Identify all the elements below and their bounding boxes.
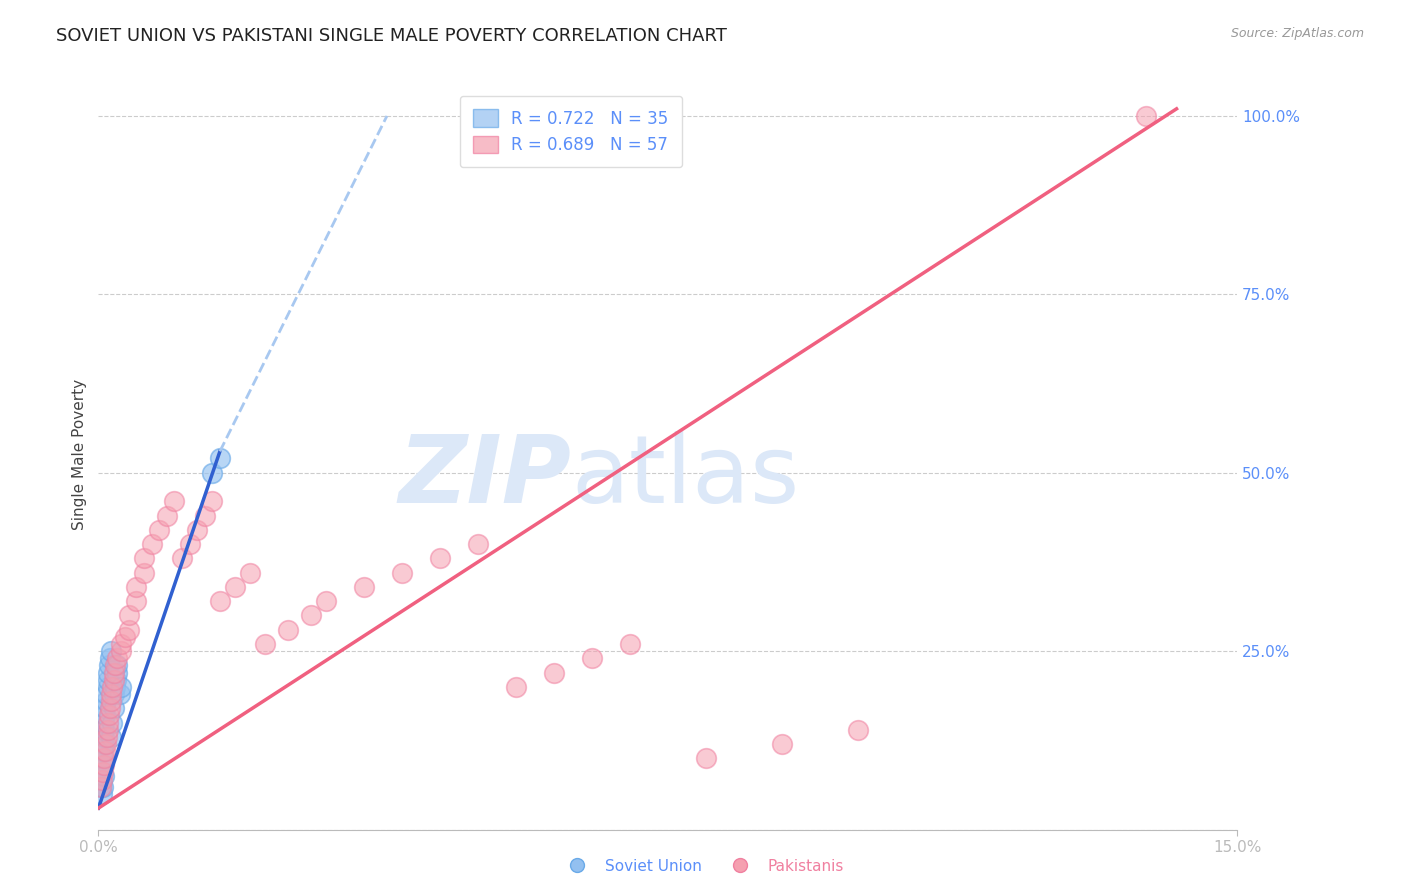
Point — [94, 737, 117, 751]
Point — [695, 751, 717, 765]
Text: ZIP: ZIP — [398, 432, 571, 524]
Point — [93, 730, 115, 744]
Point — [100, 730, 122, 744]
Point — [110, 637, 132, 651]
Point — [208, 451, 231, 466]
Point — [96, 673, 118, 687]
Point — [100, 687, 122, 701]
Point — [93, 737, 115, 751]
Point — [118, 623, 141, 637]
Point — [467, 537, 489, 551]
Point — [100, 694, 122, 708]
Point — [107, 658, 129, 673]
Point — [94, 701, 117, 715]
Point — [132, 551, 155, 566]
Point — [254, 637, 277, 651]
Point — [105, 665, 128, 680]
Point — [101, 715, 124, 730]
Point — [96, 680, 118, 694]
Point — [299, 608, 322, 623]
Point — [201, 466, 224, 480]
Y-axis label: Single Male Poverty: Single Male Poverty — [72, 379, 87, 531]
Point — [315, 594, 337, 608]
Point — [103, 665, 125, 680]
Point — [90, 780, 112, 794]
Point — [98, 708, 121, 723]
Point — [104, 658, 127, 673]
Legend: Soviet Union, Pakistanis: Soviet Union, Pakistanis — [555, 853, 851, 880]
Point — [391, 566, 413, 580]
Point — [277, 623, 299, 637]
Point — [93, 758, 115, 772]
Point — [94, 687, 117, 701]
Text: Source: ZipAtlas.com: Source: ZipAtlas.com — [1230, 27, 1364, 40]
Point — [91, 780, 114, 794]
Point — [90, 772, 112, 787]
Point — [179, 537, 201, 551]
Point — [91, 765, 114, 780]
Point — [239, 566, 262, 580]
Point — [527, 109, 550, 123]
Point — [96, 730, 118, 744]
Point — [581, 651, 603, 665]
Point — [91, 751, 114, 765]
Point — [94, 694, 117, 708]
Point — [103, 687, 125, 701]
Point — [170, 551, 193, 566]
Point — [846, 723, 869, 737]
Point — [94, 744, 117, 758]
Point — [224, 580, 246, 594]
Point — [96, 723, 118, 737]
Point — [108, 687, 131, 701]
Point — [98, 651, 121, 665]
Point — [141, 537, 163, 551]
Point — [91, 744, 114, 758]
Point — [103, 701, 125, 715]
Point — [100, 644, 122, 658]
Point — [208, 594, 231, 608]
Point — [93, 723, 115, 737]
Text: SOVIET UNION VS PAKISTANI SINGLE MALE POVERTY CORRELATION CHART: SOVIET UNION VS PAKISTANI SINGLE MALE PO… — [56, 27, 727, 45]
Point — [429, 551, 451, 566]
Point — [770, 737, 793, 751]
Point — [107, 651, 129, 665]
Point — [201, 494, 224, 508]
Point — [505, 680, 527, 694]
Point — [110, 680, 132, 694]
Point — [103, 673, 125, 687]
Point — [101, 680, 124, 694]
Point — [163, 494, 186, 508]
Point — [93, 751, 115, 765]
Point — [114, 630, 136, 644]
Point — [125, 594, 148, 608]
Point — [104, 673, 127, 687]
Point — [98, 701, 121, 715]
Point — [186, 523, 208, 537]
Point — [132, 566, 155, 580]
Point — [125, 580, 148, 594]
Point — [148, 523, 170, 537]
Point — [104, 680, 127, 694]
Point — [118, 608, 141, 623]
Point — [98, 658, 121, 673]
Text: atlas: atlas — [571, 432, 799, 524]
Point — [619, 637, 641, 651]
Point — [194, 508, 217, 523]
Point — [156, 508, 179, 523]
Point — [94, 708, 117, 723]
Point — [543, 665, 565, 680]
Point — [97, 665, 120, 680]
Point — [97, 715, 120, 730]
Point — [353, 580, 375, 594]
Point — [91, 765, 114, 780]
Point — [90, 780, 112, 794]
Point — [93, 769, 115, 783]
Point — [91, 787, 114, 801]
Point — [93, 715, 115, 730]
Point — [110, 644, 132, 658]
Point — [91, 758, 114, 772]
Legend: R = 0.722   N = 35, R = 0.689   N = 57: R = 0.722 N = 35, R = 0.689 N = 57 — [460, 96, 682, 168]
Point — [1135, 109, 1157, 123]
Point — [91, 772, 114, 787]
